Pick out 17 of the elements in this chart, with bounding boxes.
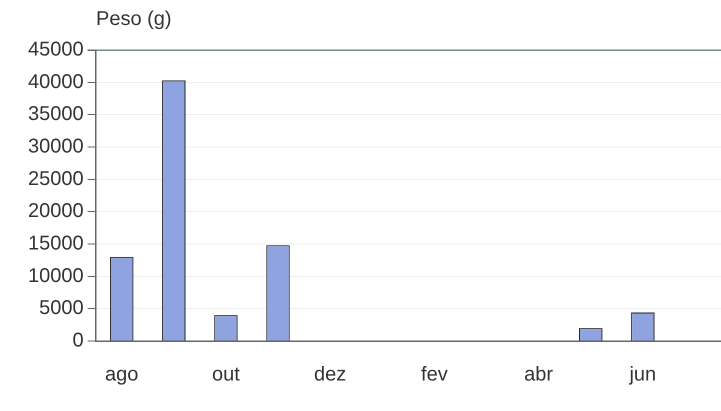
x-tick-label: out [212, 364, 240, 386]
y-tick-label: 25000 [28, 168, 84, 190]
y-tick-label: 15000 [28, 232, 84, 255]
x-tick-label: dez [314, 364, 346, 386]
y-tick-label: 20000 [28, 200, 84, 222]
x-tick-label: ago [104, 364, 138, 386]
x-tick-label: jun [628, 364, 656, 386]
x-tick-label: fev [421, 364, 448, 386]
y-tick-label: 0 [72, 330, 84, 352]
y-tick-label: 45000 [28, 38, 84, 61]
x-tick-label: abr [524, 364, 554, 386]
y-tick-label: 30000 [28, 136, 84, 158]
y-tick-label: 35000 [28, 103, 84, 126]
y-tick-label: 40000 [28, 70, 84, 93]
y-axis-title: Peso (g) [96, 8, 172, 31]
y-tick-label: 10000 [28, 264, 84, 287]
y-tick-label: 5000 [39, 297, 84, 320]
